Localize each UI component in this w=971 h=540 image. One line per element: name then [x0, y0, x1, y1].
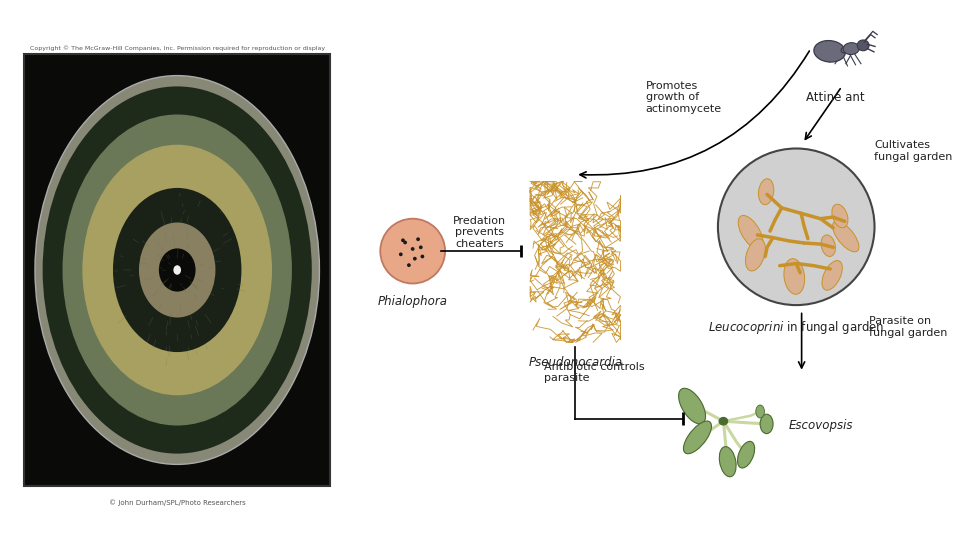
Ellipse shape	[413, 256, 417, 260]
Text: Cultivates
fungal garden: Cultivates fungal garden	[874, 140, 953, 162]
FancyArrowPatch shape	[580, 51, 810, 178]
Ellipse shape	[417, 238, 420, 241]
Text: Attine ant: Attine ant	[806, 91, 864, 104]
Ellipse shape	[407, 263, 411, 267]
Text: Escovopsis: Escovopsis	[788, 419, 854, 432]
Ellipse shape	[720, 417, 727, 425]
Text: © John Durham/SPL/Photo Researchers: © John Durham/SPL/Photo Researchers	[109, 500, 246, 506]
Ellipse shape	[857, 40, 869, 51]
Ellipse shape	[746, 239, 765, 271]
Ellipse shape	[83, 145, 272, 395]
Ellipse shape	[738, 441, 754, 468]
Ellipse shape	[411, 247, 415, 251]
Ellipse shape	[419, 245, 422, 249]
Ellipse shape	[758, 179, 774, 205]
Ellipse shape	[684, 421, 712, 454]
Text: Copyright © The McGraw-Hill Companies, Inc. Permission required for reproduction: Copyright © The McGraw-Hill Companies, I…	[30, 46, 324, 51]
Ellipse shape	[841, 48, 847, 53]
Ellipse shape	[760, 414, 773, 434]
Ellipse shape	[139, 222, 216, 318]
Ellipse shape	[399, 252, 403, 256]
Ellipse shape	[784, 259, 805, 294]
Ellipse shape	[822, 261, 842, 290]
Ellipse shape	[174, 265, 181, 275]
Ellipse shape	[821, 235, 835, 256]
Text: Promotes
growth of
actinomycete: Promotes growth of actinomycete	[646, 80, 721, 114]
Ellipse shape	[35, 76, 319, 464]
Text: Pseudonocardia: Pseudonocardia	[528, 356, 622, 369]
Ellipse shape	[718, 148, 875, 305]
Text: $\it{Leucocoprini}$ in fungal garden: $\it{Leucocoprini}$ in fungal garden	[708, 319, 885, 335]
Text: Parasite on
fungal garden: Parasite on fungal garden	[869, 316, 948, 338]
Ellipse shape	[420, 255, 424, 258]
Ellipse shape	[832, 204, 848, 228]
Ellipse shape	[755, 405, 764, 418]
Ellipse shape	[381, 219, 445, 284]
Bar	[24, 54, 330, 486]
Ellipse shape	[403, 241, 407, 244]
Ellipse shape	[720, 447, 736, 477]
Ellipse shape	[738, 215, 763, 249]
Ellipse shape	[679, 388, 706, 424]
Ellipse shape	[843, 43, 859, 55]
Ellipse shape	[832, 221, 859, 252]
Ellipse shape	[43, 86, 312, 454]
Ellipse shape	[814, 40, 846, 62]
Ellipse shape	[401, 238, 405, 242]
Text: Phialophora: Phialophora	[378, 295, 448, 308]
Text: Predation
prevents
cheaters: Predation prevents cheaters	[453, 215, 506, 249]
Ellipse shape	[159, 248, 195, 292]
Ellipse shape	[113, 188, 242, 352]
Text: Antibiotic controls
parasite: Antibiotic controls parasite	[544, 362, 645, 383]
Ellipse shape	[62, 114, 292, 426]
